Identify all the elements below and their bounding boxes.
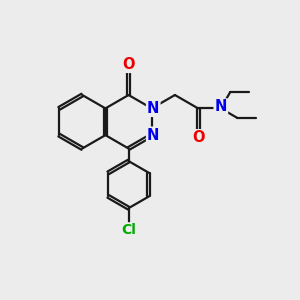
Text: Cl: Cl	[121, 223, 136, 237]
Text: O: O	[192, 130, 204, 145]
Text: N: N	[147, 128, 159, 142]
Text: N: N	[214, 99, 227, 114]
Text: O: O	[122, 57, 135, 72]
Text: N: N	[147, 101, 159, 116]
